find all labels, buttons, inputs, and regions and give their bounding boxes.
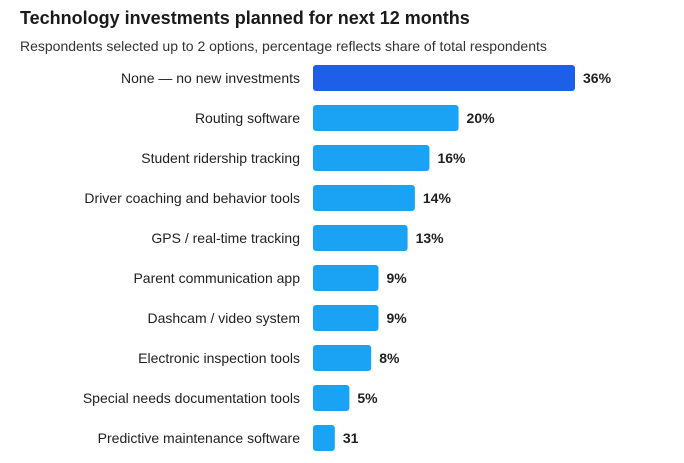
bar [313,225,408,251]
bar [313,385,350,411]
bar [313,65,575,91]
chart-subtitle: Respondents selected up to 2 options, pe… [20,38,547,54]
bar [313,345,372,371]
category-label: GPS / real-time tracking [151,230,300,246]
category-label: Student ridership tracking [141,150,300,166]
category-label: Driver coaching and behavior tools [84,190,300,206]
category-label: Special needs documentation tools [83,390,300,406]
bar [313,305,379,331]
bar [313,185,415,211]
value-label: 9% [387,310,408,326]
value-label: 16% [437,150,466,166]
value-label: 14% [423,190,452,206]
value-label: 5% [357,390,378,406]
bar [313,145,430,171]
category-label: Electronic inspection tools [138,350,300,366]
chart-title: Technology investments planned for next … [20,8,470,28]
value-label: 36% [583,70,612,86]
category-label: Dashcam / video system [148,310,301,326]
value-label: 8% [379,350,400,366]
value-label: 13% [416,230,445,246]
category-label: None — no new investments [121,70,300,86]
bar [313,425,335,451]
category-label: Predictive maintenance software [98,430,301,446]
bar [313,265,379,291]
category-label: Parent communication app [133,270,300,286]
bar [313,105,459,131]
value-label: 31 [343,430,359,446]
value-label: 9% [387,270,408,286]
value-label: 20% [467,110,496,126]
category-label: Routing software [195,110,300,126]
